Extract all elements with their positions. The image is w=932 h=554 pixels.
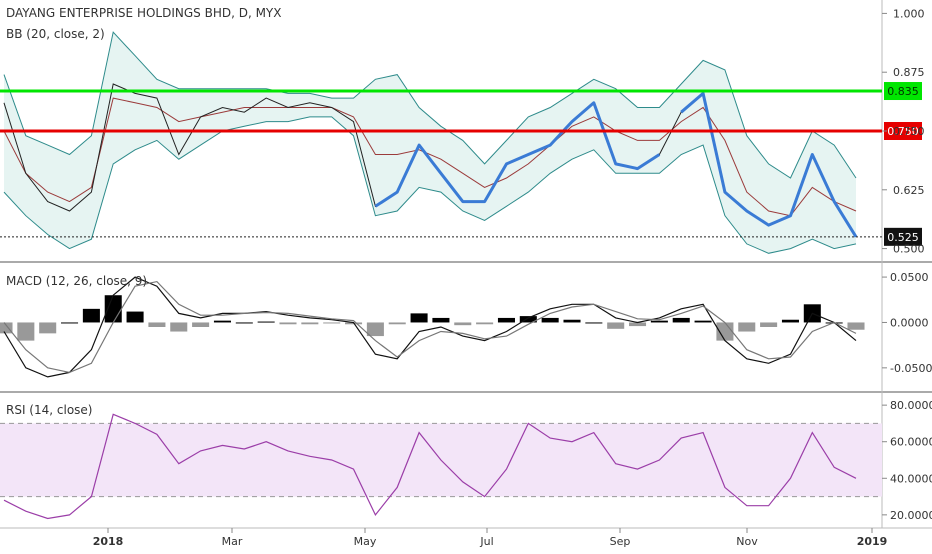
macd-hist-bar-2 — [39, 322, 57, 334]
macd-hist-bar-11 — [235, 322, 253, 324]
trend-curve-late — [680, 91, 858, 238]
macd-hist-bar-13 — [279, 322, 297, 325]
macd-hist-bar-1 — [17, 322, 35, 341]
x-tick-label-1: Mar — [222, 535, 243, 548]
macd-hist-bar-21 — [454, 322, 472, 326]
bollinger-bands — [3, 31, 857, 254]
rsi-tick-label-1: 60.0000 — [890, 436, 932, 449]
macd-axis-ticks: 0.0500 0.0000 -0.0500 — [882, 271, 932, 375]
x-tick-label-3: Jul — [479, 535, 493, 548]
x-tick-label-2: May — [354, 535, 377, 548]
price-tick-label-3: 0.625 — [893, 184, 925, 197]
level-badge-0 — [884, 82, 922, 101]
macd-hist-bar-39 — [847, 322, 865, 330]
macd-hist-bar-14 — [301, 322, 319, 325]
bb-upper-line — [3, 31, 857, 179]
macd-hist-bar-24 — [519, 316, 537, 323]
macd-hist-bar-9 — [192, 322, 210, 327]
bb-legend: BB (20, close, 2) — [6, 27, 105, 41]
price-legend: DAYANG ENTERPRISE HOLDINGS BHD, D, MYX — [6, 6, 281, 20]
macd-hist-bar-30 — [650, 320, 668, 323]
bb-lower-line — [3, 116, 857, 254]
macd-hist-bar-23 — [497, 317, 515, 323]
last-price-label: 0.525 — [887, 231, 919, 244]
rsi-tick-label-0: 80.0000 — [890, 399, 932, 412]
macd-hist-bar-19 — [410, 313, 428, 323]
price-axis-ticks: 1.000 0.875 0.750 0.625 0.500 — [882, 7, 925, 256]
macd-hist-bar-3 — [61, 322, 79, 324]
macd-hist-bar-17 — [366, 322, 384, 337]
macd-hist-bar-27 — [585, 322, 603, 324]
level-badge-1 — [884, 122, 922, 140]
x-tick-label-0: 2018 — [93, 535, 124, 548]
macd-panel — [0, 276, 865, 378]
rsi-line — [3, 413, 857, 520]
macd-signal-line — [3, 280, 857, 374]
macd-hist-bar-22 — [476, 322, 494, 325]
bb-fill — [4, 32, 856, 254]
macd-hist-bar-34 — [738, 322, 756, 332]
macd-hist-bar-26 — [563, 319, 581, 323]
macd-tick-label-1: 0.0000 — [890, 316, 929, 329]
macd-hist-bar-10 — [213, 320, 231, 323]
x-tick-label-6: 2019 — [857, 535, 888, 548]
macd-hist-bar-25 — [541, 317, 559, 323]
macd-line — [3, 276, 857, 378]
macd-hist-bar-28 — [607, 322, 625, 329]
macd-hist-bar-18 — [388, 322, 406, 325]
rsi-axis-ticks: 80.0000 60.0000 40.0000 20.0000 — [882, 399, 932, 522]
horizontal-levels: 0.835 0.750 0.525 — [0, 82, 922, 246]
macd-hist-bar-15 — [323, 322, 341, 324]
level-label-0: 0.835 — [887, 85, 919, 98]
macd-hist-bar-8 — [170, 322, 188, 332]
macd-hist-bar-20 — [432, 317, 450, 323]
macd-tick-label-0: 0.0500 — [890, 271, 929, 284]
rsi-tick-label-2: 40.0000 — [890, 472, 932, 485]
rsi-panel — [0, 413, 882, 520]
last-price-badge — [884, 227, 922, 246]
price-tick-label-0: 1.000 — [893, 7, 925, 20]
price-tick-label-4: 0.500 — [893, 243, 925, 256]
x-tick-label-4: Sep — [610, 535, 631, 548]
macd-hist-bar-6 — [126, 311, 144, 323]
rsi-legend: RSI (14, close) — [6, 403, 92, 417]
macd-hist-bar-0 — [0, 322, 13, 334]
level-label-1: 0.750 — [887, 125, 919, 138]
bb-basis-line — [3, 97, 857, 217]
price-trend-group — [3, 83, 858, 238]
price-tick-label-1: 0.875 — [893, 66, 925, 79]
macd-hist-bar-36 — [781, 319, 799, 323]
macd-hist-bar-7 — [148, 322, 166, 327]
macd-hist-bar-4 — [82, 308, 100, 323]
macd-hist-bar-12 — [257, 321, 275, 323]
macd-tick-label-2: -0.0500 — [890, 362, 932, 375]
macd-legend: MACD (12, 26, close, 9) — [6, 274, 147, 288]
macd-hist-bar-31 — [672, 317, 690, 323]
rsi-tick-label-3: 20.0000 — [890, 509, 932, 522]
macd-hist-bar-35 — [760, 322, 778, 327]
time-axis-ticks: 2018 Mar May Jul Sep Nov 2019 — [93, 528, 888, 548]
price-tick-label-2: 0.750 — [893, 125, 925, 138]
macd-hist-bar-29 — [629, 322, 647, 327]
x-tick-label-5: Nov — [736, 535, 758, 548]
macd-hist-bar-32 — [694, 320, 712, 323]
trend-curve-mid — [374, 101, 661, 208]
